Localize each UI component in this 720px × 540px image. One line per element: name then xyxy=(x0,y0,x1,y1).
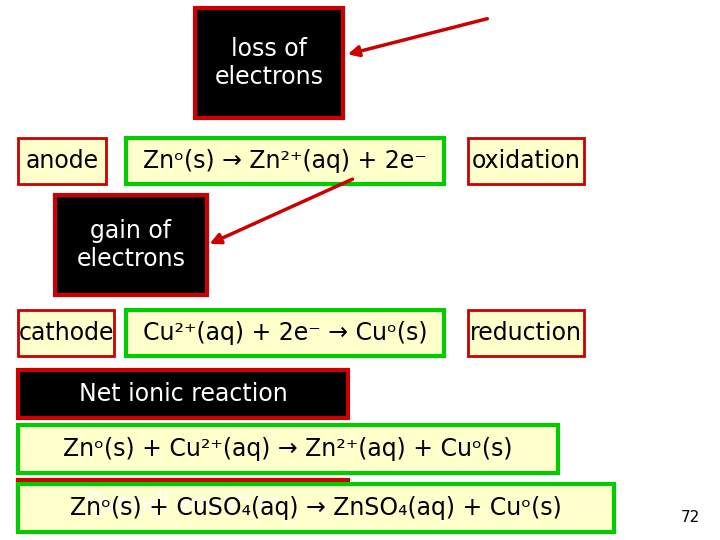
FancyBboxPatch shape xyxy=(18,138,106,184)
FancyBboxPatch shape xyxy=(126,310,444,356)
Text: reduction: reduction xyxy=(470,321,582,345)
FancyBboxPatch shape xyxy=(18,480,348,528)
Text: Cu²⁺(aq) + 2e⁻ → Cuᵒ(s): Cu²⁺(aq) + 2e⁻ → Cuᵒ(s) xyxy=(143,321,427,345)
FancyBboxPatch shape xyxy=(468,310,584,356)
FancyBboxPatch shape xyxy=(55,195,207,295)
FancyBboxPatch shape xyxy=(18,310,114,356)
Text: Znᵒ(s) + CuSO₄(aq) → ZnSO₄(aq) + Cuᵒ(s): Znᵒ(s) + CuSO₄(aq) → ZnSO₄(aq) + Cuᵒ(s) xyxy=(70,496,562,520)
Text: cathode: cathode xyxy=(18,321,114,345)
Text: loss of
electrons: loss of electrons xyxy=(215,37,323,89)
Text: Net ionic reaction: Net ionic reaction xyxy=(78,382,287,406)
FancyBboxPatch shape xyxy=(18,370,348,418)
FancyBboxPatch shape xyxy=(18,484,614,532)
Text: gain of
electrons: gain of electrons xyxy=(76,219,186,271)
Text: Overall equation: Overall equation xyxy=(85,492,281,516)
FancyBboxPatch shape xyxy=(18,425,558,473)
Text: Znᵒ(s) → Zn²⁺(aq) + 2e⁻: Znᵒ(s) → Zn²⁺(aq) + 2e⁻ xyxy=(143,149,427,173)
FancyBboxPatch shape xyxy=(126,138,444,184)
FancyBboxPatch shape xyxy=(468,138,584,184)
Text: Znᵒ(s) + Cu²⁺(aq) → Zn²⁺(aq) + Cuᵒ(s): Znᵒ(s) + Cu²⁺(aq) → Zn²⁺(aq) + Cuᵒ(s) xyxy=(63,437,513,461)
Text: anode: anode xyxy=(25,149,99,173)
Text: 72: 72 xyxy=(680,510,700,525)
FancyBboxPatch shape xyxy=(195,8,343,118)
Text: oxidation: oxidation xyxy=(472,149,580,173)
